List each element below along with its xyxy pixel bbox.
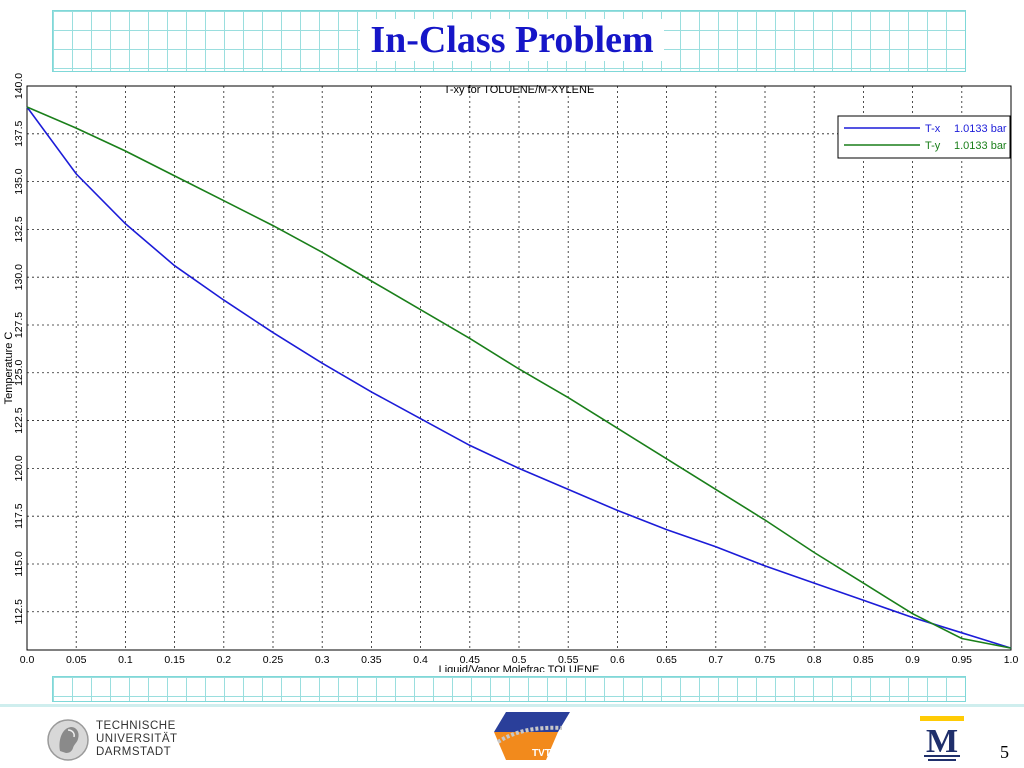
slide-title: In-Class Problem (0, 18, 1024, 62)
x-axis-label: Liquid/Vapor Molefrac TOLUENE (439, 664, 600, 672)
tu-darmstadt-athene-logo (47, 719, 89, 761)
legend-box (837, 115, 1011, 159)
slide-title-text: In-Class Problem (360, 19, 664, 61)
y-tick-label: 130.0 (13, 264, 25, 290)
y-axis-label: Temperature C (3, 332, 15, 405)
series-line-ty (26, 106, 1012, 649)
legend-label-tx: T-x (925, 123, 941, 135)
x-tick-label: 0.05 (66, 654, 87, 666)
chart-background (0, 72, 1024, 672)
chart-legend: T-x 1.0133 bar T-y 1.0133 bar (837, 115, 1011, 159)
x-tick-label: 0.35 (361, 654, 382, 666)
legend-label-ty: T-y (925, 140, 941, 152)
series-layer (26, 106, 1012, 649)
tud-line-3: DARMSTADT (96, 746, 172, 758)
legend-pressure-ty: 1.0133 bar (954, 140, 1007, 152)
x-tick-label: 0.25 (263, 654, 284, 666)
y-tick-label: 120.0 (13, 455, 25, 481)
y-tick-label: 137.5 (13, 121, 25, 147)
x-tick-label: 0.5 (512, 654, 527, 666)
tud-line-2: UNIVERSITÄT (96, 733, 178, 745)
y-tick-label: 115.0 (13, 551, 25, 577)
tu-darmstadt-wordmark: TECHNISCHE UNIVERSITÄT DARMSTADT (96, 720, 178, 759)
tick-label-layer: 0.0 0.05 0.1 0.15 0.2 0.25 0.3 0.35 0.4 0.45 0.5 0.… (13, 73, 1018, 666)
y-tick-label: 112.5 (13, 599, 25, 625)
txy-chart: 0.0 0.05 0.1 0.15 0.2 0.25 0.3 0.35 0.4 0.45 0.5 0.… (0, 72, 1024, 672)
x-tick-label: 1.0 (1004, 654, 1019, 666)
x-tick-label: 0.6 (610, 654, 625, 666)
tud-line-1: TECHNISCHE (96, 720, 176, 732)
x-tick-label: 0.65 (656, 654, 677, 666)
footer-grid-band (52, 676, 966, 702)
y-tick-label: 127.5 (13, 312, 25, 338)
y-tick-label: 135.0 (13, 168, 25, 194)
x-tick-label: 0.7 (708, 654, 723, 666)
y-tick-label: 140.0 (13, 73, 25, 99)
chart-title: T-xy for TOLUENE/M-XYLENE (444, 84, 595, 96)
series-line-tx (26, 106, 1012, 649)
x-tick-label: 0.55 (558, 654, 579, 666)
x-tick-label: 0.95 (952, 654, 973, 666)
x-tick-label: 0.4 (413, 654, 428, 666)
x-tick-label: 0.0 (20, 654, 35, 666)
page-number: 5 (1000, 742, 1009, 762)
x-tick-label: 0.15 (164, 654, 185, 666)
x-tick-label: 0.3 (315, 654, 330, 666)
x-tick-label: 0.45 (460, 654, 481, 666)
y-tick-label: 132.5 (13, 216, 25, 242)
x-tick-label: 0.9 (905, 654, 920, 666)
y-tick-label: 125.0 (13, 359, 25, 385)
y-tick-label: 117.5 (13, 503, 25, 529)
x-tick-label: 0.8 (807, 654, 822, 666)
tvt-logo-text: TVT (532, 748, 551, 759)
umich-school-of-mines-logo: M (920, 716, 964, 761)
y-tick-label: 122.5 (13, 407, 25, 433)
um-logo-letter: M (926, 723, 958, 760)
x-tick-label: 0.2 (216, 654, 231, 666)
tvt-logo: TVT (494, 712, 570, 760)
plot-frame (26, 85, 1012, 651)
legend-pressure-tx: 1.0133 bar (954, 123, 1007, 135)
footer-divider (0, 704, 1024, 707)
x-tick-label: 0.85 (853, 654, 874, 666)
x-tick-label: 0.75 (755, 654, 776, 666)
x-tick-label: 0.1 (118, 654, 133, 666)
